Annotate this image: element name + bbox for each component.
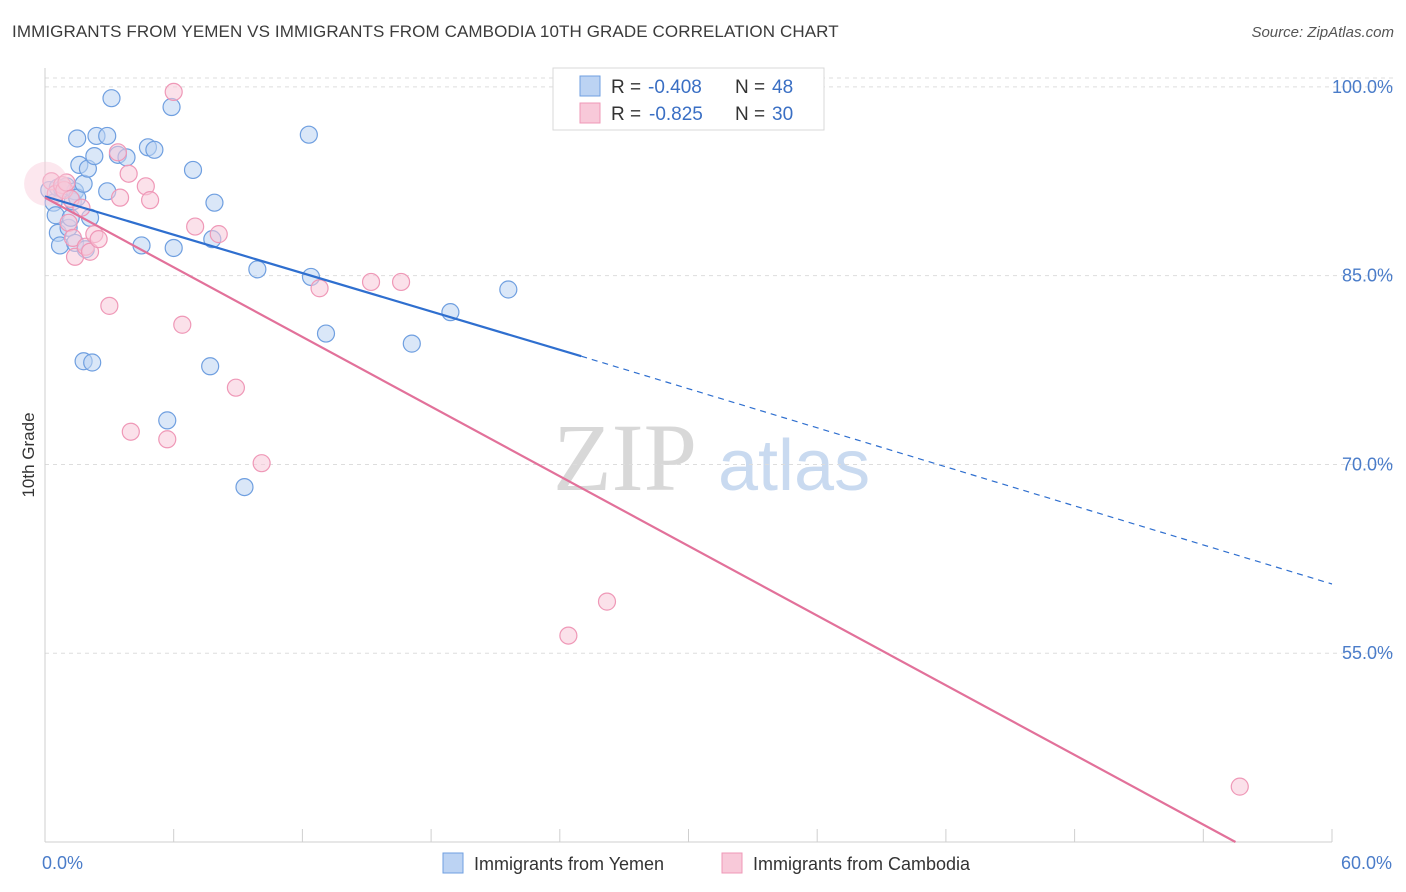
yemen-point — [299, 125, 318, 144]
y-tick-label: 100.0% — [1332, 77, 1393, 97]
yemen-point — [102, 89, 121, 108]
cambodia-point — [110, 188, 130, 207]
x-tick-label-max: 60.0% — [1341, 853, 1392, 873]
yemen-trend-line — [44, 195, 582, 358]
cambodia-point — [252, 454, 271, 473]
yemen-point — [85, 146, 104, 166]
yemen-point — [83, 353, 102, 372]
yemen-point — [235, 477, 254, 497]
cambodia-point — [1230, 777, 1249, 796]
legend-swatch-cambodia — [579, 102, 601, 124]
y-tick-labels: 55.0% 70.0% 85.0% 100.0% — [1332, 77, 1393, 663]
legend-n-label-yemen: N = — [735, 77, 765, 98]
source-label: Source: ZipAtlas.com — [1251, 24, 1394, 41]
series-legend: Immigrants from Yemen Immigrants from Ca… — [442, 852, 971, 874]
legend-r-label-yemen: R = — [611, 77, 641, 98]
cambodia-point — [80, 242, 100, 261]
bottom-legend-label-yemen: Immigrants from Yemen — [474, 854, 664, 874]
yemen-point — [499, 280, 518, 299]
yemen-point — [164, 238, 183, 258]
gridlines — [45, 77, 1393, 654]
cambodia-point — [391, 272, 411, 292]
cambodia-point — [158, 430, 177, 449]
yemen-point — [316, 324, 336, 343]
yemen-point — [402, 334, 421, 353]
yemen-point — [98, 126, 117, 146]
trend-lines — [44, 195, 1333, 843]
cambodia-point — [59, 213, 78, 232]
cambodia-point — [119, 164, 138, 183]
legend-swatch-yemen — [579, 75, 601, 97]
bottom-legend-swatch-yemen — [442, 852, 464, 874]
bottom-legend-swatch-cambodia — [721, 852, 743, 874]
yemen-point — [158, 411, 177, 430]
legend-n-label-cambodia: N = — [735, 104, 765, 125]
yemen-point — [248, 260, 267, 279]
x-tick-label-min: 0.0% — [42, 853, 83, 873]
watermark-atlas: atlas — [718, 426, 870, 506]
yemen-point — [201, 357, 220, 376]
cambodia-point — [361, 272, 381, 292]
yemen-point — [68, 129, 87, 148]
bottom-legend-label-cambodia: Immigrants from Cambodia — [753, 854, 971, 874]
watermark-zip: ZIP — [553, 404, 697, 511]
legend-r-value-cambodia: -0.825 — [649, 104, 703, 125]
cambodia-point — [173, 315, 192, 334]
y-axis-label: 10th Grade — [19, 412, 38, 497]
cambodia-point — [559, 626, 578, 645]
cambodia-cluster-bubble — [24, 161, 69, 206]
legend-r-label-cambodia: R = — [611, 104, 641, 125]
cambodia-point — [108, 143, 128, 162]
yemen-point — [183, 160, 203, 180]
cambodia-points — [24, 82, 1249, 796]
yemen-trend-extension — [581, 355, 1333, 585]
legend-r-value-yemen: -0.408 — [648, 77, 702, 98]
cambodia-point — [89, 230, 108, 249]
yemen-point — [74, 174, 93, 193]
cambodia-point — [141, 191, 160, 210]
cambodia-point — [63, 228, 82, 248]
stats-legend: R = -0.408 N = 48 R = -0.825 N = 30 — [552, 67, 825, 131]
cambodia-point — [100, 296, 119, 315]
yemen-point — [205, 193, 224, 212]
cambodia-point — [597, 592, 617, 611]
yemen-point — [162, 97, 181, 117]
legend-n-value-cambodia: 30 — [772, 104, 793, 125]
cambodia-point — [226, 378, 246, 397]
legend-n-value-yemen: 48 — [772, 77, 793, 98]
x-ticks — [44, 829, 1333, 842]
y-tick-label: 70.0% — [1342, 454, 1393, 474]
cambodia-point — [209, 225, 228, 244]
cambodia-point — [164, 82, 183, 102]
y-tick-label: 85.0% — [1342, 266, 1393, 286]
cambodia-point — [121, 422, 140, 441]
cambodia-trend-line — [44, 196, 1236, 843]
y-tick-label: 55.0% — [1342, 643, 1393, 663]
cambodia-point — [186, 217, 205, 236]
chart-title: IMMIGRANTS FROM YEMEN VS IMMIGRANTS FROM… — [12, 22, 839, 41]
yemen-point — [145, 140, 164, 159]
cambodia-point — [310, 279, 329, 298]
